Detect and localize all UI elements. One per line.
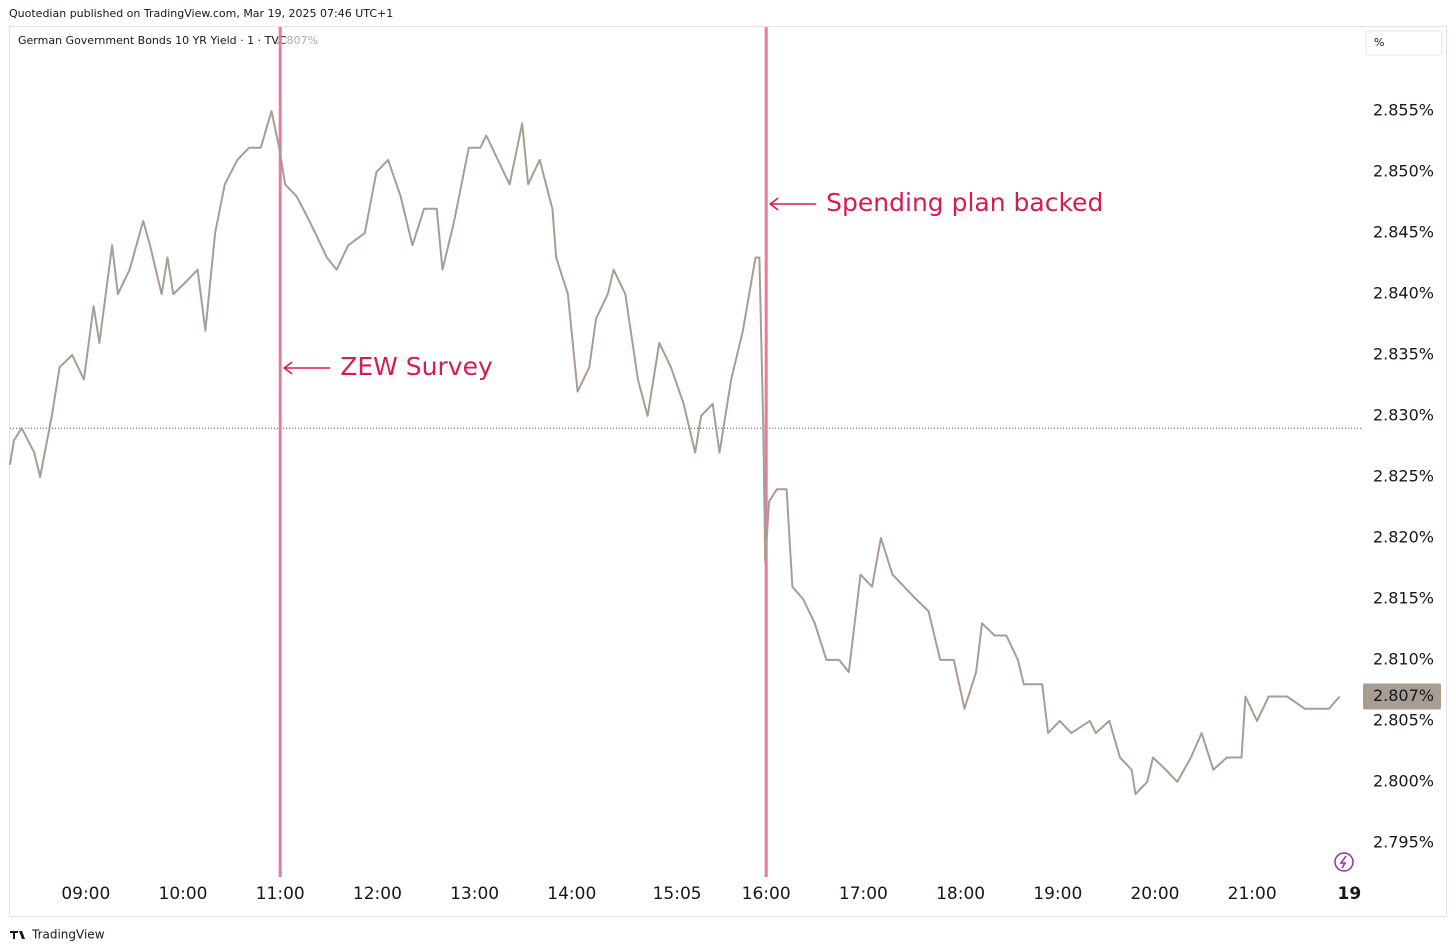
price-line [9, 110, 1341, 796]
x-tick-label: 16:00 [742, 884, 791, 904]
y-tick-label: 2.845% [1373, 223, 1434, 242]
x-tick-label: 15:05 [653, 884, 702, 904]
y-tick-label: 2.805% [1373, 710, 1434, 729]
y-tick-label: 2.800% [1373, 771, 1434, 790]
x-tick-label: 14:00 [547, 884, 596, 904]
brand-logo [10, 931, 25, 939]
y-tick-label: 2.830% [1373, 406, 1434, 425]
y-tick-label: 2.825% [1373, 467, 1434, 486]
y-tick-label: 2.855% [1373, 101, 1434, 120]
x-tick-label: 18:00 [936, 884, 985, 904]
x-tick-label: 13:00 [450, 884, 499, 904]
last-value-box [1363, 683, 1441, 710]
x-tick-label: 12:00 [353, 884, 402, 904]
annotation-arrow [768, 197, 817, 211]
x-tick-label: 10:00 [159, 884, 208, 904]
annotation-arrow [282, 361, 331, 375]
lightning-bolt [1339, 855, 1347, 869]
header-text: Quotedian published on TradingView.com, … [9, 7, 393, 20]
unit-box [1365, 30, 1443, 56]
y-tick-label: 2.810% [1373, 649, 1434, 668]
y-tick-label: 2.840% [1373, 284, 1434, 303]
x-tick-label: 11:00 [256, 884, 305, 904]
x-tick-label: 19:00 [1033, 884, 1082, 904]
x-tick-label: 17:00 [839, 884, 888, 904]
y-tick-label: 2.835% [1373, 345, 1434, 364]
chart-frame [9, 26, 1447, 917]
y-tick-label: 2.820% [1373, 527, 1434, 546]
x-tick-label: 21:00 [1228, 884, 1277, 904]
y-tick-label: 2.815% [1373, 588, 1434, 607]
legend-value: 2.807% [276, 34, 318, 47]
brand-text: TradingView [31, 928, 105, 942]
annotation-text: ZEW Survey [340, 352, 493, 381]
legend-series: German Government Bonds 10 YR Yield · 1 … [18, 34, 287, 47]
unit-label: % [1374, 36, 1384, 49]
annotation-text: Spending plan backed [826, 188, 1103, 217]
y-tick-label: 2.850% [1373, 162, 1434, 181]
x-tick-label: 19 [1338, 884, 1362, 904]
x-tick-label: 09:00 [61, 884, 110, 904]
x-tick-label: 20:00 [1130, 884, 1179, 904]
lightning-icon[interactable] [1334, 852, 1354, 872]
last-value-label: 2.807% [1373, 686, 1434, 705]
y-tick-label: 2.795% [1373, 832, 1434, 851]
